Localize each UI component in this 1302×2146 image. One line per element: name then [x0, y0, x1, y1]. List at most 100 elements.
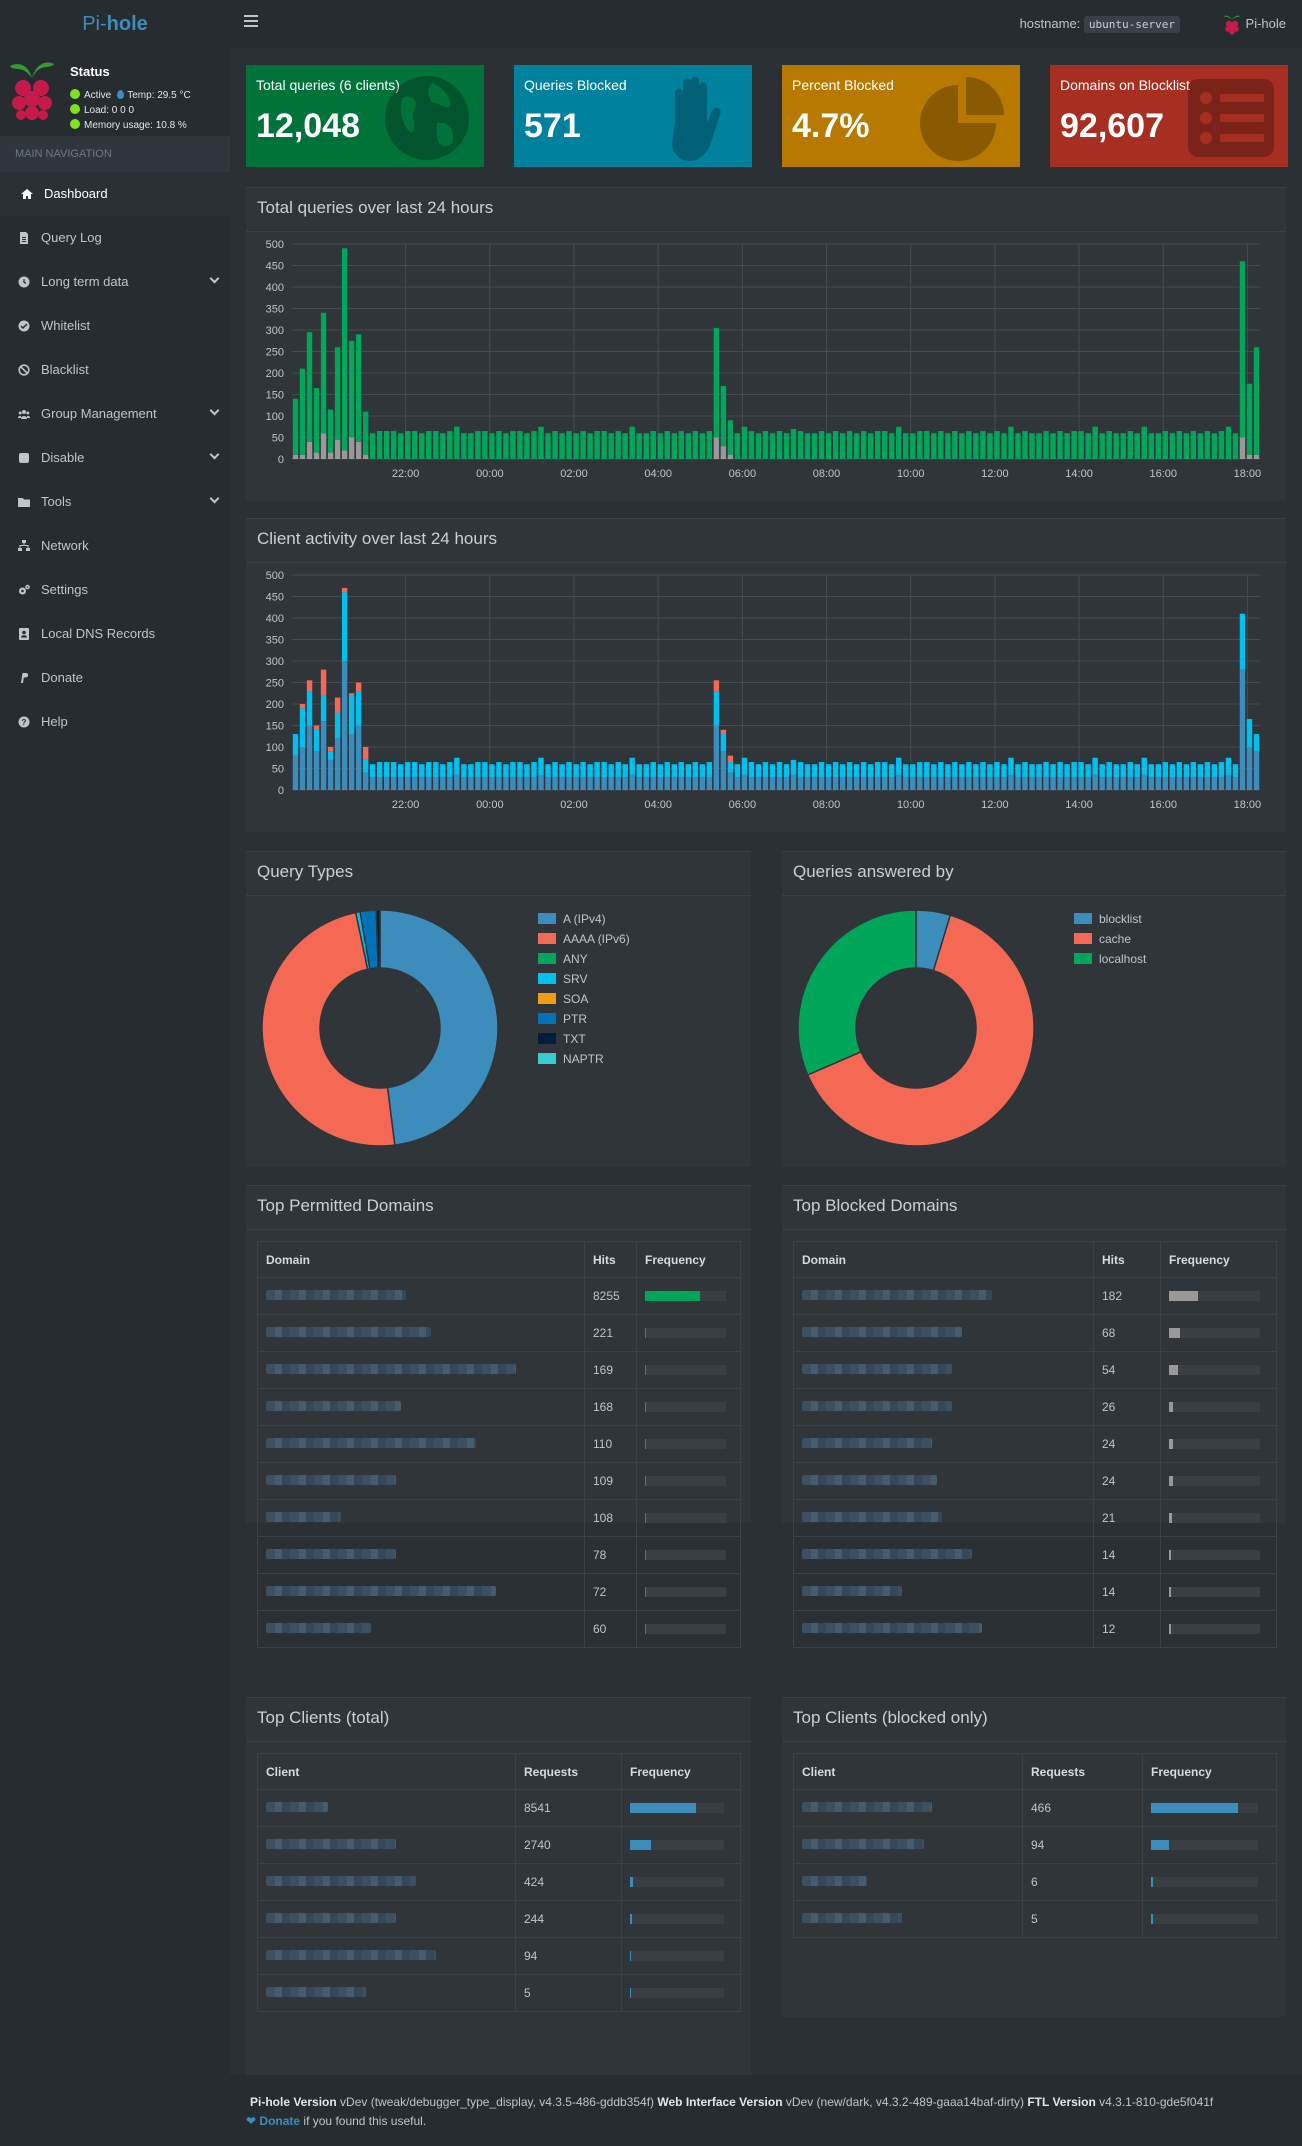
bar-permitted[interactable]	[790, 428, 797, 459]
bar-permitted[interactable]	[601, 431, 607, 459]
column-header-frequency[interactable]: Frequency	[1142, 1753, 1277, 1790]
redacted-cell[interactable]	[257, 1789, 516, 1827]
bar-client-2[interactable]	[889, 764, 895, 778]
bar-client-3[interactable]	[348, 693, 355, 696]
bar-client-2[interactable]	[860, 762, 867, 778]
table-row[interactable]: 221	[257, 1314, 741, 1352]
legend-item[interactable]: TXT	[538, 1029, 630, 1049]
bar-permitted[interactable]	[482, 431, 488, 459]
redacted-cell[interactable]	[793, 1425, 1094, 1463]
bar-blocked[interactable]	[720, 446, 727, 459]
redacted-cell[interactable]	[793, 1499, 1094, 1537]
bar-client-2[interactable]	[1001, 764, 1007, 778]
bar-permitted[interactable]	[426, 431, 432, 459]
bar-client-1[interactable]	[461, 777, 467, 790]
bar-client-2[interactable]	[306, 691, 313, 726]
bar-client-2[interactable]	[832, 762, 839, 778]
table-row[interactable]: 68	[793, 1314, 1277, 1352]
legend-item[interactable]: cache	[1074, 929, 1146, 949]
bar-client-1[interactable]	[320, 721, 327, 790]
bar-client-2[interactable]	[362, 759, 369, 773]
bar-blocked[interactable]	[1246, 454, 1253, 459]
bar-client-2[interactable]	[867, 764, 874, 778]
bar-client-2[interactable]	[664, 762, 670, 778]
bar-client-2[interactable]	[1183, 764, 1190, 778]
bar-client-1[interactable]	[1120, 777, 1126, 790]
bar-client-1[interactable]	[1225, 774, 1232, 790]
bar-permitted[interactable]	[1225, 426, 1232, 459]
bar-client-2[interactable]	[643, 764, 649, 778]
bar-permitted[interactable]	[748, 431, 755, 459]
bar-permitted[interactable]	[1120, 433, 1126, 459]
bar-client-1[interactable]	[643, 777, 649, 790]
bar-permitted[interactable]	[903, 433, 909, 459]
bar-client-1[interactable]	[313, 751, 320, 790]
bar-permitted[interactable]	[1015, 433, 1021, 459]
bar-client-2[interactable]	[825, 764, 832, 778]
bar-client-1[interactable]	[973, 777, 979, 790]
bar-client-1[interactable]	[790, 774, 797, 790]
bar-permitted[interactable]	[461, 433, 467, 459]
bar-client-1[interactable]	[1015, 777, 1021, 790]
slice-txt[interactable]	[375, 909, 381, 969]
bar-client-1[interactable]	[538, 774, 544, 790]
bar-client-1[interactable]	[468, 777, 474, 790]
bar-client-2[interactable]	[1099, 764, 1105, 778]
bar-permitted[interactable]	[952, 431, 958, 459]
bar-client-2[interactable]	[987, 764, 993, 778]
bar-permitted[interactable]	[994, 431, 1000, 459]
bar-permitted[interactable]	[355, 334, 362, 442]
bar-blocked[interactable]	[320, 433, 327, 459]
bar-client-1[interactable]	[475, 777, 481, 790]
bar-client-2[interactable]	[952, 762, 958, 778]
bar-client-1[interactable]	[1127, 777, 1133, 790]
bar-permitted[interactable]	[1085, 433, 1091, 459]
bar-client-2[interactable]	[454, 757, 460, 775]
bar-client-2[interactable]	[355, 691, 362, 726]
bar-client-1[interactable]	[889, 777, 895, 790]
bar-permitted[interactable]	[685, 433, 692, 459]
bar-client-2[interactable]	[692, 762, 699, 778]
redacted-cell[interactable]	[257, 1536, 585, 1574]
redacted-cell[interactable]	[257, 1314, 585, 1352]
bar-client-1[interactable]	[1036, 777, 1042, 790]
bar-client-1[interactable]	[517, 777, 523, 790]
bar-client-1[interactable]	[524, 777, 530, 790]
bar-client-2[interactable]	[510, 762, 516, 778]
bar-client-1[interactable]	[362, 772, 369, 790]
bar-client-1[interactable]	[566, 777, 572, 790]
bar-client-2[interactable]	[1015, 764, 1021, 778]
bar-client-2[interactable]	[517, 762, 523, 778]
sidebar-item-whitelist[interactable]: Whitelist	[0, 304, 230, 348]
column-header-hits[interactable]: Hits	[1093, 1241, 1161, 1278]
bar-client-1[interactable]	[334, 738, 341, 790]
bar-permitted[interactable]	[629, 426, 635, 459]
query-types-chart[interactable]	[246, 896, 526, 1168]
bar-client-1[interactable]	[1099, 777, 1105, 790]
bar-client-2[interactable]	[671, 764, 677, 778]
bar-client-1[interactable]	[1239, 669, 1246, 790]
table-row[interactable]: 21	[793, 1499, 1277, 1537]
bar-client-2[interactable]	[383, 762, 390, 778]
bar-permitted[interactable]	[412, 431, 418, 459]
bar-permitted[interactable]	[376, 431, 383, 459]
bar-client-1[interactable]	[980, 777, 986, 790]
bar-client-2[interactable]	[804, 764, 811, 778]
bar-client-2[interactable]	[755, 764, 762, 778]
bar-client-1[interactable]	[699, 777, 706, 790]
bar-permitted[interactable]	[1099, 433, 1105, 459]
bar-client-2[interactable]	[1141, 757, 1147, 775]
bar-permitted[interactable]	[980, 431, 986, 459]
bar-permitted[interactable]	[797, 431, 804, 459]
bar-client-3[interactable]	[320, 669, 327, 696]
bar-blocked[interactable]	[1253, 454, 1260, 459]
bar-client-2[interactable]	[1239, 613, 1246, 670]
bar-client-1[interactable]	[299, 747, 306, 790]
bar-client-2[interactable]	[1211, 764, 1218, 778]
bar-client-2[interactable]	[1197, 764, 1204, 778]
bar-client-1[interactable]	[713, 725, 720, 791]
bar-permitted[interactable]	[327, 409, 334, 453]
bar-client-2[interactable]	[405, 762, 411, 778]
bar-permitted[interactable]	[875, 431, 881, 459]
